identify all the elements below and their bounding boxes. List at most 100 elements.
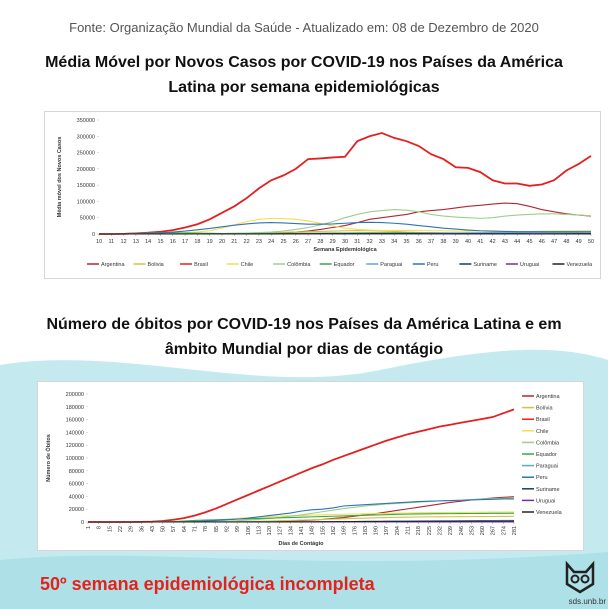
y-tick-label: 0: [81, 520, 84, 526]
x-tick-label: 239: [448, 526, 454, 535]
legend-label: Paraguai: [380, 262, 402, 268]
x-tick-label: 246: [459, 526, 465, 535]
legend-label: Suriname: [473, 262, 497, 268]
chart-panel: 0 20000 40000 60000 80000 100000 120000 140000 1…: [37, 381, 584, 551]
x-tick-label: 15: [157, 239, 163, 245]
series-line: [88, 520, 515, 523]
x-tick-label: 169: [342, 526, 348, 535]
x-tick-label: 225: [427, 526, 433, 535]
legend-label: Paraguai: [536, 464, 558, 470]
x-tick-label: 57: [171, 526, 177, 532]
x-tick-label: 176: [352, 526, 358, 535]
x-tick-label: 39: [453, 239, 459, 245]
x-tick-label: 29: [129, 526, 135, 532]
x-tick-label: 23: [256, 239, 262, 245]
x-tick-label: 46: [539, 239, 545, 245]
x-tick-label: 85: [214, 526, 220, 532]
x-tick-label: 71: [193, 526, 199, 532]
legend-label: Bolívia: [536, 406, 553, 412]
x-tick-label: 183: [363, 526, 369, 535]
legend-label: Equador: [334, 262, 355, 268]
x-tick-label: 99: [235, 526, 241, 532]
x-tick-label: 37: [428, 239, 434, 245]
wave: [0, 552, 608, 609]
x-tick-label: 8: [97, 526, 103, 529]
x-tick-label: 281: [512, 526, 518, 535]
x-tick-label: 1: [86, 526, 92, 529]
x-tick-label: 47: [551, 239, 557, 245]
legend-label: Brasil: [194, 262, 208, 268]
legend-label: Venezuela: [566, 262, 593, 268]
x-tick-label: 25: [280, 239, 286, 245]
y-tick-label: 250000: [77, 151, 95, 157]
x-tick-label: 43: [150, 526, 156, 532]
y-tick-label: 300000: [77, 134, 95, 140]
site: sds.unb.br: [568, 597, 606, 606]
x-tick-label: 50: [161, 526, 167, 532]
legend-label: Peru: [536, 475, 548, 481]
y-tick-label: 120000: [66, 443, 84, 449]
x-tick-label: 27: [305, 239, 311, 245]
chart-title: Número de óbitos por COVID-19 nos Países…: [46, 316, 562, 358]
legend-label: Bolivia: [148, 262, 165, 268]
x-tick-label: 19: [207, 239, 213, 245]
x-tick-label: 16: [170, 239, 176, 245]
x-tick-label: 45: [526, 239, 532, 245]
x-tick-label: 120: [267, 526, 273, 535]
chart: 0 20000 40000 60000 80000 100000 120000 140000 1…: [44, 392, 563, 547]
series-line: [88, 408, 515, 523]
y-tick-label: 80000: [69, 469, 84, 475]
x-tick-label: 22: [244, 239, 250, 245]
x-tick-label: 10: [96, 239, 102, 245]
legend-label: Colômbia: [536, 440, 560, 446]
x-tick-label: 32: [367, 239, 373, 245]
x-tick-label: 64: [182, 526, 188, 532]
legend-label: Peru: [427, 262, 439, 268]
y-tick-label: 200000: [77, 167, 95, 173]
legend-label: Chile: [241, 262, 254, 268]
x-tick-label: 211: [406, 526, 412, 535]
legend-label: Uruguai: [536, 498, 555, 504]
chart: 0 50000 100000 150000 200000 250000 300000 3500…: [57, 118, 594, 268]
x-tick-label: 49: [576, 239, 582, 245]
x-tick-label: 15: [107, 526, 113, 532]
x-tick-label: 34: [391, 239, 397, 245]
x-tick-label: 36: [416, 239, 422, 245]
x-tick-label: 30: [342, 239, 348, 245]
x-tick-label: 253: [469, 526, 475, 535]
x-tick-label: 13: [133, 239, 139, 245]
x-tick-label: 12: [121, 239, 127, 245]
y-tick-label: 50000: [80, 216, 95, 222]
x-tick-label: 44: [514, 239, 520, 245]
chart-title: Média Móvel por Novos Casos por COVID-19…: [45, 54, 563, 96]
y-tick-label: 60000: [69, 482, 84, 488]
x-tick-label: 20: [219, 239, 225, 245]
x-tick-label: 204: [395, 526, 401, 535]
x-tick-label: 267: [491, 526, 497, 535]
x-tick-label: 21: [231, 239, 237, 245]
x-tick-label: 127: [278, 526, 284, 535]
legend-label: Argentina: [536, 394, 560, 400]
x-tick-label: 22: [118, 526, 124, 532]
y-tick-label: 140000: [66, 430, 84, 436]
y-tick-label: 20000: [69, 507, 84, 513]
y-tick-label: 160000: [66, 418, 84, 424]
x-tick-label: 148: [310, 526, 316, 535]
x-tick-label: 38: [440, 239, 446, 245]
x-tick-label: 162: [331, 526, 337, 535]
legend-label: Brasil: [536, 417, 550, 423]
x-tick-label: 218: [416, 526, 422, 535]
x-axis-label: Semana Epidemiológica: [313, 247, 377, 253]
x-tick-label: 43: [502, 239, 508, 245]
x-tick-label: 232: [437, 526, 443, 535]
x-tick-label: 92: [224, 526, 230, 532]
x-tick-label: 33: [379, 239, 385, 245]
x-tick-label: 113: [256, 526, 262, 535]
x-tick-label: 106: [246, 526, 252, 535]
x-tick-label: 26: [293, 239, 299, 245]
legend-label: Venezuela: [536, 510, 563, 516]
x-tick-label: 36: [139, 526, 145, 532]
x-tick-label: 78: [203, 526, 209, 532]
x-tick-label: 190: [374, 526, 380, 535]
x-tick-label: 29: [330, 239, 336, 245]
